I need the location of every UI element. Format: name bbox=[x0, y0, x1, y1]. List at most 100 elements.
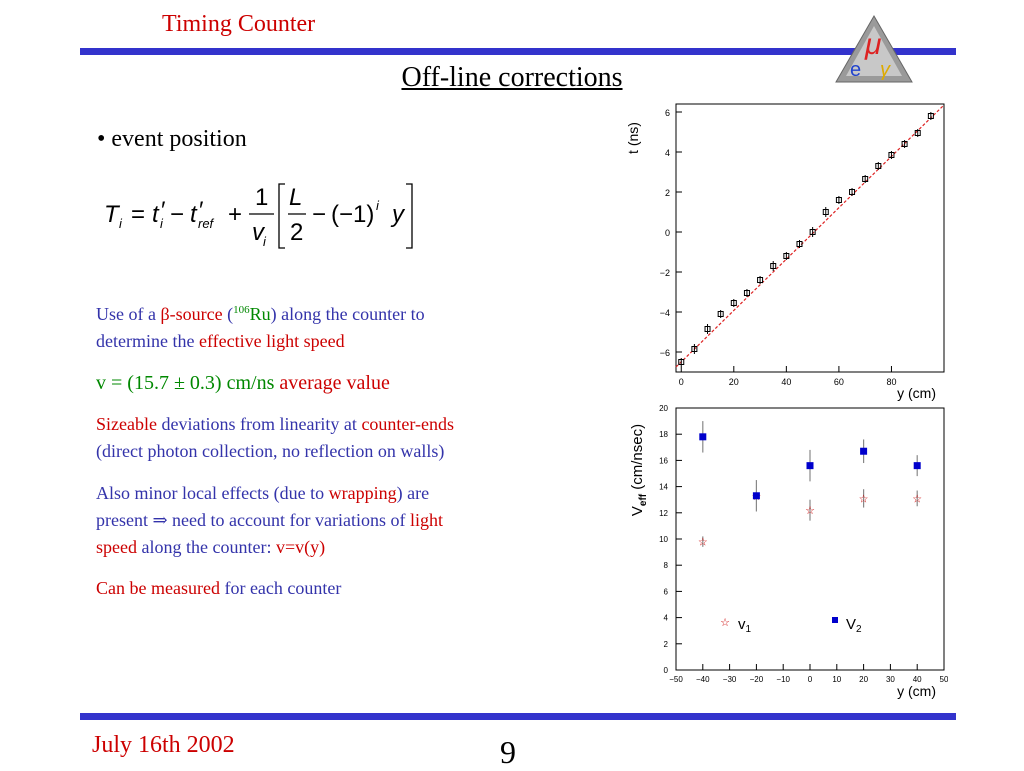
para-average-speed: v = (15.7 ± 0.3) cm/ns average value bbox=[96, 372, 390, 394]
chart2-xtick-label: −20 bbox=[750, 675, 764, 684]
svg-text:2: 2 bbox=[290, 219, 303, 246]
chart2-point-V2 bbox=[806, 462, 814, 470]
para-local-effects: Also minor local effects (due to wrappin… bbox=[96, 483, 443, 557]
header-divider bbox=[80, 48, 956, 55]
svg-text:′: ′ bbox=[161, 197, 166, 224]
chart1-point bbox=[822, 209, 829, 215]
chart2-point-V2 bbox=[752, 492, 760, 500]
chart2-ytick-label: 20 bbox=[659, 404, 668, 413]
chart1-point bbox=[888, 152, 895, 158]
chart2-xtick-label: −10 bbox=[776, 675, 790, 684]
svg-text:i: i bbox=[160, 216, 164, 231]
chart2-point-V2 bbox=[913, 462, 921, 470]
svg-text:i: i bbox=[263, 234, 267, 249]
chart1-xtick-label: 0 bbox=[679, 377, 684, 387]
chart2-xtick-label: 40 bbox=[913, 675, 922, 684]
svg-text:L: L bbox=[289, 184, 302, 211]
footer-divider bbox=[80, 713, 956, 720]
para-beta-source: Use of a β-source (106Ru) along the coun… bbox=[96, 304, 425, 351]
chart1-xlabel: y (cm) bbox=[897, 385, 936, 401]
chart2-ytick-label: 18 bbox=[659, 430, 668, 439]
chart1-point bbox=[835, 197, 842, 203]
chart2-point-v1: ☆ bbox=[805, 505, 815, 517]
svg-text:γ: γ bbox=[880, 59, 891, 81]
formula-T: T bbox=[104, 201, 121, 228]
svg-text:+: + bbox=[228, 201, 242, 228]
svg-text:′: ′ bbox=[199, 197, 204, 224]
bullet-event-position: • event position bbox=[97, 126, 247, 152]
chart1-point bbox=[862, 176, 869, 182]
chart2-ytick-label: 6 bbox=[664, 587, 669, 596]
chart1-ytick-label: −4 bbox=[660, 308, 670, 318]
chart1-point bbox=[770, 263, 777, 269]
chart2-xtick-label: 50 bbox=[940, 675, 948, 684]
chart2-point-V2 bbox=[860, 447, 868, 455]
chart1-point bbox=[678, 359, 685, 365]
section-title: Timing Counter bbox=[162, 11, 316, 37]
chart1-point bbox=[757, 277, 764, 283]
chart1-point bbox=[809, 229, 816, 235]
svg-text:t: t bbox=[190, 201, 198, 228]
chart2-xtick-label: 10 bbox=[832, 675, 841, 684]
svg-text:i: i bbox=[119, 216, 123, 231]
chart1-point bbox=[796, 241, 803, 247]
chart1-point bbox=[743, 290, 750, 296]
svg-text:i: i bbox=[376, 198, 380, 213]
chart1-ytick-label: 2 bbox=[665, 188, 670, 198]
chart2-point-v1: ☆ bbox=[912, 493, 922, 505]
legend-v1-label: v1 bbox=[738, 616, 752, 635]
footer-date: July 16th 2002 bbox=[92, 732, 235, 758]
chart1-xtick-label: 60 bbox=[834, 377, 844, 387]
chart1-xtick-label: 40 bbox=[781, 377, 791, 387]
chart2-legend: ☆ v1 V2 bbox=[720, 616, 862, 635]
chart2-xtick-label: 0 bbox=[808, 675, 813, 684]
chart1-point bbox=[849, 189, 856, 195]
chart2-xtick-label: −30 bbox=[723, 675, 737, 684]
chart2-point-v1: ☆ bbox=[859, 493, 869, 505]
chart2-ytick-label: 16 bbox=[659, 456, 668, 465]
svg-text:t: t bbox=[152, 201, 160, 228]
svg-text:e: e bbox=[850, 59, 861, 81]
chart1-ylabel: t (ns) bbox=[625, 122, 641, 154]
chart1-point bbox=[875, 163, 882, 169]
page-number: 9 bbox=[500, 734, 516, 770]
para-deviations: Sizeable deviations from linearity at co… bbox=[96, 414, 455, 461]
timing-formula: T i = t ′ i − t ′ ref + 1 v i L 2 − (−1)… bbox=[104, 180, 424, 252]
chart2-xtick-label: 30 bbox=[886, 675, 895, 684]
svg-text:1: 1 bbox=[255, 184, 268, 211]
chart1-point bbox=[717, 311, 724, 317]
chart-effective-speed: 0 2 4 6 8 10 12 14 16 18 20 −50 −40 −30 −20 −10 0 10 20 30 4… bbox=[629, 404, 948, 699]
legend-v1: ☆ v1 bbox=[720, 616, 751, 635]
chart2-ytick-label: 12 bbox=[659, 509, 668, 518]
svg-text:−: − bbox=[170, 201, 184, 228]
chart1-point bbox=[730, 300, 737, 306]
chart1-xtick-label: 80 bbox=[886, 377, 896, 387]
chart2-xtick-label: −50 bbox=[669, 675, 683, 684]
chart1-point bbox=[901, 141, 908, 147]
chart1-point bbox=[691, 346, 698, 352]
svg-text:=: = bbox=[131, 201, 145, 228]
chart1-point bbox=[927, 113, 934, 119]
chart2-point-v1: ☆ bbox=[698, 537, 708, 549]
legend-v2: V2 bbox=[832, 616, 862, 635]
chart2-ylabel: Veff (cm/nsec) bbox=[629, 424, 649, 516]
chart1-point bbox=[914, 130, 921, 136]
svg-text:v: v bbox=[252, 219, 266, 246]
svg-text:−: − bbox=[312, 201, 326, 228]
svg-text:ref: ref bbox=[198, 216, 215, 231]
chart2-ytick-label: 10 bbox=[659, 535, 668, 544]
svg-text:μ: μ bbox=[864, 28, 881, 61]
chart2-xtick-label: 20 bbox=[859, 675, 868, 684]
svg-text:y: y bbox=[390, 201, 406, 228]
chart2-xlabel: y (cm) bbox=[897, 683, 936, 699]
chart1-point bbox=[704, 326, 711, 332]
chart1-ytick-label: 4 bbox=[665, 148, 670, 158]
chart1-ytick-label: 0 bbox=[665, 228, 670, 238]
chart2-ytick-label: 4 bbox=[664, 614, 669, 623]
chart1-ytick-label: −6 bbox=[660, 348, 670, 358]
chart1-xtick-label: 20 bbox=[729, 377, 739, 387]
chart1-ytick-label: −2 bbox=[660, 268, 670, 278]
chart2-xtick-label: −40 bbox=[696, 675, 710, 684]
chart2-ytick-label: 8 bbox=[664, 561, 669, 570]
